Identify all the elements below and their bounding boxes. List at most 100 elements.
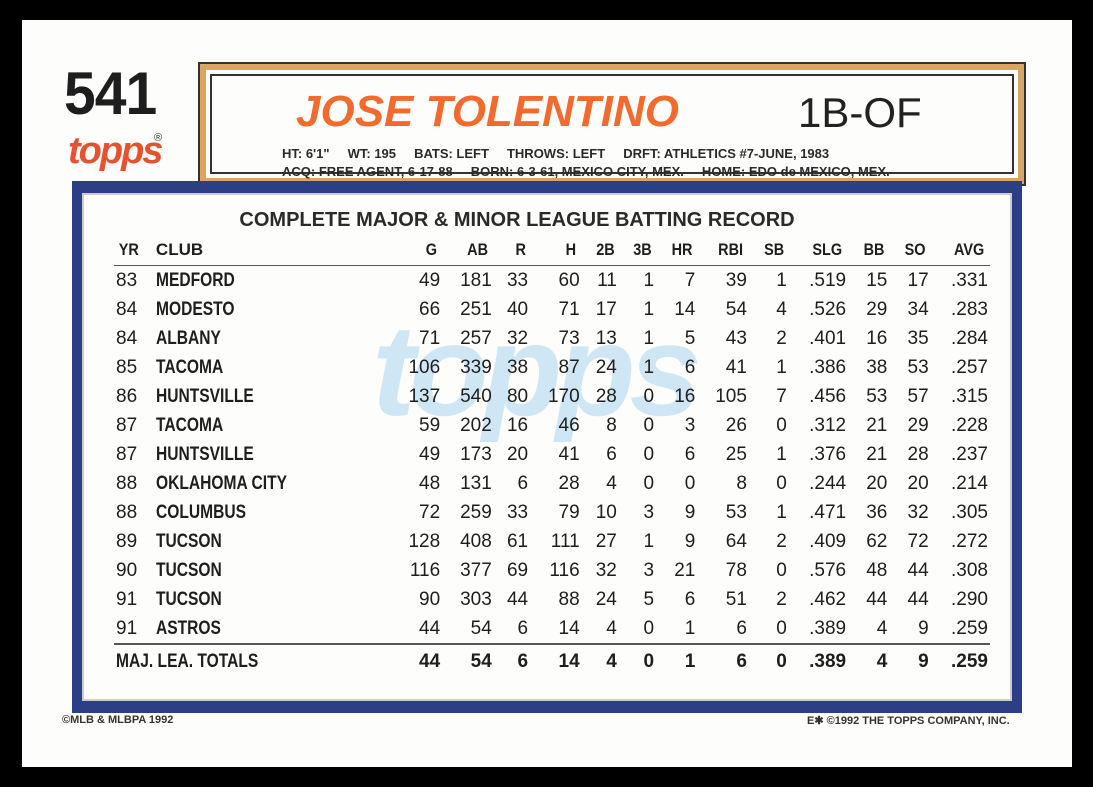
table-cell: 9 [889,643,931,679]
table-cell: 83 [116,269,138,291]
table-cell: TUCSON [155,559,222,581]
table-cell: 116 [409,559,441,581]
table-cell: 7 [776,385,787,407]
column-header: HR [659,235,695,266]
table-cell: 4 [876,617,888,639]
table-cell: 57 [907,385,929,407]
table-cell: 16 [506,414,529,436]
table-cell: .259 [930,643,990,679]
table-row: 83 MEDFORD 49 181 33 60 11 1 7 39 1.519 15 17.331 [114,266,990,296]
table-cell: OKLAHOMA CITY [155,472,287,494]
table-cell: 44 [907,559,929,581]
table-cell: 0 [643,385,655,407]
table-cell: 21 [866,414,888,436]
table-cell: 116 [549,559,580,581]
table-cell: 7 [684,269,696,291]
column-header: AB [446,235,490,266]
table-cell: 86 [116,385,138,407]
table-cell: 88 [116,501,138,523]
table-row: 85 TACOMA 106 339 38 87 24 1 6 41 1 .386 38 53 .257 [114,353,990,382]
table-cell: 72 [419,501,441,523]
table-cell: 59 [419,414,441,436]
table-cell: 49 [419,269,441,291]
table-cell: .315 [951,385,988,407]
table-row: 86 HUNTSVILLE 137 540 80 170 28 0 16 105 7 .456 53 57… [114,382,990,411]
table-cell: 36 [866,501,888,523]
table-cell: 17 [907,269,929,291]
table-cell: .331 [951,269,988,291]
table-cell: 87 [558,356,580,378]
column-header: BB [851,235,887,266]
table-cell: 24 [595,356,617,378]
table-cell: 0 [618,643,657,679]
table-cell: .272 [951,530,988,552]
table-cell: 2 [776,588,787,610]
table-cell: 15 [866,269,888,291]
table-cell: 28 [907,443,929,465]
table-cell: 14 [558,617,580,639]
table-cell: 43 [725,327,747,349]
table-cell: 0 [643,617,655,639]
table-cell: 9 [918,617,929,639]
table-cell: .244 [809,472,847,494]
table-cell: 24 [595,588,617,610]
table-cell: 54 [725,298,747,320]
table-cell: .312 [809,414,847,436]
table-cell: 1 [776,501,787,523]
column-header: G [394,235,439,266]
table-cell: .257 [951,356,988,378]
table-cell: 1 [656,643,698,679]
copyright-left: ©MLB & MLBPA 1992 [62,714,174,726]
table-cell: 0 [748,643,789,679]
table-cell: 35 [907,327,929,349]
table-cell: .283 [951,298,988,320]
table-cell: 71 [419,327,441,349]
table-cell: .526 [809,298,847,320]
stats-title: COMPLETE MAJOR & MINOR LEAGUE BATTING RE… [239,209,795,231]
table-cell: 66 [419,298,441,320]
registered-mark-icon: ® [154,132,163,144]
table-cell: 20 [907,472,929,494]
table-cell: .471 [809,501,847,523]
table-body: 83 MEDFORD 49 181 33 60 11 1 7 39 1.519 15 17.331 84 M… [114,266,990,679]
table-cell: 2 [776,327,787,349]
table-cell: 0 [776,559,787,581]
table-cell: 11 [597,269,617,291]
table-cell: 1 [684,617,696,639]
stats-box: topps COMPLETE MAJOR & MINOR LEAGUE BATT… [72,181,1022,713]
table-cell: .376 [809,443,847,465]
table-row: 88 COLUMBUS 72 259 33 79 10 3 9 53 1 .471 36 32 .305 [114,498,990,527]
table-cell: 32 [595,559,617,581]
table-cell: 128 [408,530,441,552]
table-cell: 6 [736,617,747,639]
table-row: 88 OKLAHOMA CITY 48 131 6 28 4 0 0 8 0 .244 20 20 .214 [114,469,990,498]
table-cell: .409 [809,530,847,552]
table-cell: 5 [684,327,696,349]
table-cell: 91 [116,617,138,639]
table-cell: 87 [116,414,138,436]
table-cell: 1 [776,443,787,465]
table-cell: 6 [684,588,696,610]
stats-panel: topps COMPLETE MAJOR & MINOR LEAGUE BATT… [82,193,1012,701]
table-row: 87 HUNTSVILLE 49 173 20 41 6 0 6 25 1 .376 21 28 .237 [114,440,990,469]
table-cell: 131 [460,472,492,494]
table-cell: 88 [558,588,580,610]
table-cell: .576 [809,559,847,581]
table-cell: 8 [736,472,747,494]
column-header: AVG [935,235,986,266]
table-cell: 303 [460,588,492,610]
table-cell: TACOMA [155,356,224,378]
table-cell: 26 [725,414,747,436]
table-cell: 60 [558,269,580,291]
column-header: SLG [793,235,844,266]
table-cell: 339 [460,356,492,378]
table-cell: .389 [809,617,847,639]
column-header: H [533,235,578,266]
table-cell: 46 [558,414,580,436]
table-cell: 6 [697,643,749,679]
table-cell: 28 [595,385,617,407]
table-cell: 408 [460,530,492,552]
table-cell: 33 [506,269,529,291]
table-cell: 5 [643,588,655,610]
table-cell: MEDFORD [155,269,235,291]
